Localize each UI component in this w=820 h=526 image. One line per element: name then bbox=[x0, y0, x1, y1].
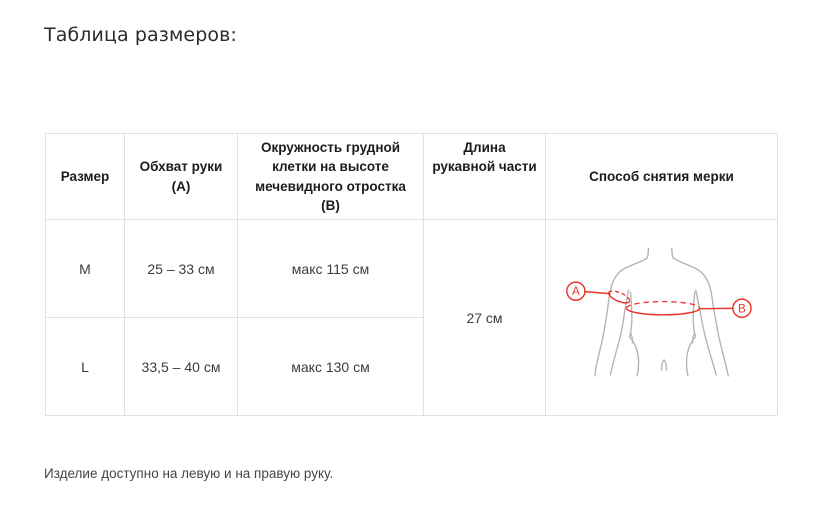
marker-a-pointer-line bbox=[583, 290, 611, 295]
col-header-measuring-method: Способ снятия мерки bbox=[545, 133, 778, 220]
col-header-size: Размер bbox=[45, 133, 125, 220]
table-row-size-l: L 33,5 – 40 см макс 130 см bbox=[45, 317, 778, 416]
availability-note: Изделие доступно на левую и на правую ру… bbox=[44, 466, 334, 481]
cell-size-m: M bbox=[45, 219, 125, 318]
size-table: Размер Обхват руки (А) Окружность грудно… bbox=[45, 133, 778, 416]
size-table-body: M 25 – 33 см макс 115 см 27 см bbox=[45, 219, 778, 416]
header-row: Размер Обхват руки (А) Окружность грудно… bbox=[45, 133, 778, 220]
table-row-size-m: M 25 – 33 см макс 115 см 27 см bbox=[45, 219, 778, 416]
cell-chest-m: макс 115 см bbox=[237, 219, 424, 318]
navel-mark bbox=[660, 359, 667, 371]
size-table-header: Размер Обхват руки (А) Окружность грудно… bbox=[45, 133, 778, 220]
cell-chest-l: макс 130 см bbox=[237, 317, 424, 416]
neck-left-line bbox=[645, 247, 649, 259]
torso-outline-figure bbox=[593, 247, 729, 377]
marker-a-label: A bbox=[571, 285, 579, 298]
right-inner-arm-line bbox=[694, 289, 717, 376]
marker-b-label: B bbox=[738, 302, 746, 315]
cell-size-l: L bbox=[45, 317, 125, 416]
marker-b-circle bbox=[731, 298, 752, 318]
measurement-diagram: A B bbox=[565, 247, 752, 377]
measurement-annotations: A B bbox=[565, 281, 752, 318]
left-shoulder-arm-outline bbox=[593, 257, 648, 377]
col-header-sleeve-length: Длина рукавной части bbox=[423, 133, 546, 220]
arm-measure-ellipse-top bbox=[607, 290, 630, 302]
cell-measurement-diagram: A B bbox=[545, 219, 778, 416]
col-header-arm-circumference: Обхват руки (А) bbox=[124, 133, 238, 220]
arm-measure-ellipse-bottom bbox=[607, 291, 630, 304]
marker-a-circle bbox=[565, 281, 586, 301]
chest-measure-ellipse-top bbox=[625, 300, 700, 309]
right-hip-crease bbox=[691, 333, 695, 344]
neck-right-line bbox=[670, 247, 674, 259]
cell-sleeve-length: 27 см bbox=[423, 219, 546, 416]
cell-arm-l: 33,5 – 40 см bbox=[124, 317, 238, 416]
chest-measure-ellipse-bottom bbox=[625, 307, 700, 316]
page-title: Таблица размеров: bbox=[44, 24, 237, 46]
cell-arm-m: 25 – 33 см bbox=[124, 219, 238, 318]
col-header-chest-circumference: Окружность грудной клетки на высоте мече… bbox=[237, 133, 424, 220]
left-inner-arm-line bbox=[609, 289, 629, 376]
left-hip-crease bbox=[629, 333, 633, 344]
